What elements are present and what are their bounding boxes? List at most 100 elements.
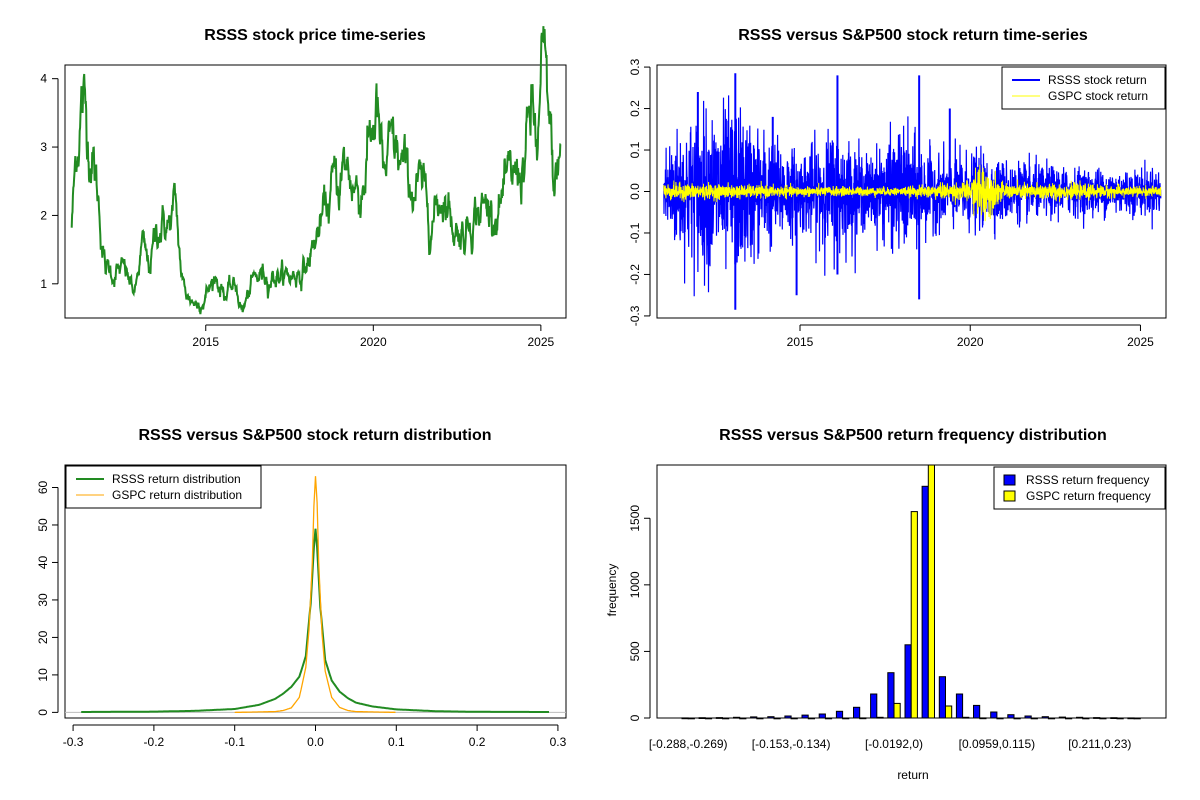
frequency-y-tick-label: 0 bbox=[628, 714, 642, 721]
density-y-tick-label: 20 bbox=[36, 630, 50, 644]
rsss-frequency-bar bbox=[870, 693, 878, 719]
returns-plot-frame bbox=[656, 64, 1167, 319]
density-legend-box bbox=[65, 465, 262, 509]
frequency-legend-swatch bbox=[1003, 474, 1016, 486]
rsss-frequency-bar bbox=[853, 706, 861, 719]
price-y-tick-label: 3 bbox=[40, 140, 47, 154]
frequency-x-tick-label: [-0.153,-0.134) bbox=[752, 737, 831, 751]
density-x-tick-label: 0.2 bbox=[469, 735, 486, 749]
gspc-frequency-bar bbox=[1116, 717, 1124, 720]
frequency-x-tick-label: [0.0959,0.115) bbox=[959, 737, 1036, 751]
rsss-frequency-bar bbox=[1041, 716, 1049, 719]
frequency-legend-label: RSSS return frequency bbox=[1026, 473, 1149, 487]
rsss-return-line bbox=[663, 95, 1162, 297]
price-y-tick-label: 4 bbox=[40, 72, 47, 86]
gspc-frequency-bar bbox=[824, 717, 833, 720]
gspc-frequency-bar bbox=[1030, 717, 1038, 720]
gspc-frequency-bar bbox=[876, 716, 884, 719]
rsss-frequency-bar bbox=[938, 676, 946, 719]
frequency-y-tick-label: 1000 bbox=[628, 571, 642, 598]
price-x-tick-label: 2025 bbox=[528, 335, 555, 349]
gspc-frequency-bar bbox=[893, 702, 901, 719]
frequency-legend-box bbox=[993, 466, 1166, 510]
gspc-frequency-bar bbox=[790, 717, 798, 720]
frequency-legend-swatch bbox=[1003, 490, 1016, 502]
rsss-frequency-bar bbox=[921, 485, 929, 719]
density-x-tick-label: 0.1 bbox=[388, 735, 405, 749]
density-legend-label: GSPC return distribution bbox=[112, 488, 242, 502]
density-y-tick-label: 60 bbox=[36, 480, 50, 494]
gspc-frequency-bar bbox=[859, 717, 867, 720]
returns-y-tick-label: 0.3 bbox=[628, 58, 642, 75]
gspc-density-line bbox=[234, 476, 396, 714]
rsss-frequency-bar bbox=[990, 711, 998, 719]
returns-chart-title: RSSS versus S&P500 stock return time-ser… bbox=[738, 27, 1088, 44]
rsss-frequency-bar bbox=[801, 714, 809, 719]
price-series-line bbox=[70, 26, 562, 315]
price-chart-title: RSSS stock price time-series bbox=[204, 27, 426, 44]
rsss-frequency-bar bbox=[835, 710, 844, 719]
rsss-frequency-bar bbox=[784, 715, 792, 719]
rsss-frequency-bar bbox=[750, 716, 758, 719]
returns-y-tick-label: -0.3 bbox=[628, 305, 642, 326]
gspc-frequency-bar bbox=[927, 464, 935, 719]
rsss-frequency-bar bbox=[1058, 716, 1067, 719]
gspc-frequency-bar bbox=[1133, 717, 1141, 720]
returns-y-tick-label: -0.1 bbox=[628, 222, 642, 243]
rsss-frequency-bar bbox=[715, 717, 723, 719]
gspc-frequency-bar bbox=[945, 705, 953, 719]
rsss-frequency-bar bbox=[1093, 717, 1101, 719]
price-chart: 2015 2020 2025 1 2 3 4 bbox=[40, 26, 567, 349]
rsss-frequency-bar bbox=[1007, 714, 1015, 719]
gspc-frequency-bar bbox=[910, 511, 918, 719]
rsss-frequency-bar bbox=[1127, 717, 1135, 720]
rsss-frequency-bar bbox=[681, 717, 689, 720]
rsss-frequency-bar bbox=[973, 704, 981, 719]
gspc-frequency-bar bbox=[1047, 717, 1056, 720]
rsss-frequency-bar bbox=[767, 716, 775, 719]
rsss-frequency-bar bbox=[733, 716, 741, 719]
gspc-frequency-bar bbox=[773, 717, 781, 720]
rsss-frequency-bar bbox=[1076, 716, 1084, 719]
density-x-tick-label: 0.0 bbox=[307, 735, 324, 749]
returns-x-tick-label: 2020 bbox=[957, 335, 984, 349]
density-y-tick-label: 50 bbox=[36, 518, 50, 532]
density-x-tick-label: -0.3 bbox=[63, 735, 84, 749]
gspc-frequency-bar bbox=[739, 717, 747, 720]
rsss-frequency-bar bbox=[904, 644, 912, 719]
returns-y-tick-label: 0.0 bbox=[628, 183, 642, 200]
density-x-tick-label: -0.1 bbox=[224, 735, 245, 749]
density-chart: -0.3 -0.2 -0.1 0.0 0.1 0.2 0.3 0 10 20 30 40 50 60 RSS… bbox=[36, 464, 567, 749]
density-x-tick-label: -0.2 bbox=[144, 735, 165, 749]
rsss-frequency-bar bbox=[818, 713, 826, 719]
returns-legend-label: GSPC stock return bbox=[1048, 89, 1148, 103]
gspc-frequency-bar bbox=[962, 716, 970, 719]
gspc-frequency-bar bbox=[722, 717, 730, 720]
density-chart-title: RSSS versus S&P500 stock return distribu… bbox=[139, 427, 492, 444]
price-x-tick-label: 2020 bbox=[360, 335, 387, 349]
gspc-frequency-bar bbox=[1065, 717, 1073, 720]
returns-legend-box bbox=[1001, 66, 1166, 110]
gspc-frequency-bar bbox=[1013, 717, 1021, 720]
price-y-tick-label: 1 bbox=[40, 277, 47, 291]
returns-legend-label: RSSS stock return bbox=[1048, 73, 1147, 87]
returns-y-tick-label: 0.1 bbox=[628, 141, 642, 158]
returns-timeseries-chart: 2015 2020 2025 -0.3 -0.2 -0.1 0.0 0.1 0.2 0.3 RSSS… bbox=[628, 58, 1167, 349]
frequency-y-tick-label: 1500 bbox=[628, 505, 642, 532]
returns-y-tick-label: 0.2 bbox=[628, 100, 642, 117]
gspc-frequency-bar bbox=[979, 717, 987, 720]
gspc-frequency-bar bbox=[842, 717, 850, 720]
rsss-frequency-bar bbox=[1024, 715, 1032, 719]
gspc-frequency-bar bbox=[1099, 717, 1107, 720]
frequency-x-tick-label: [-0.288,-0.269) bbox=[649, 737, 728, 751]
frequency-x-tick-label: [0.211,0.23) bbox=[1068, 737, 1131, 751]
gspc-frequency-bar bbox=[996, 717, 1004, 720]
frequency-chart: 0 500 1000 1500 [-0.288,-0.269) [-0.153,-0.13… bbox=[628, 464, 1167, 751]
rsss-frequency-bar bbox=[1110, 717, 1118, 720]
density-y-tick-label: 10 bbox=[36, 668, 50, 682]
frequency-chart-title: RSSS versus S&P500 return frequency dist… bbox=[719, 427, 1107, 444]
gspc-frequency-bar bbox=[756, 717, 764, 720]
density-y-tick-label: 0 bbox=[36, 709, 50, 716]
price-y-tick-label: 2 bbox=[40, 208, 47, 222]
returns-x-tick-label: 2015 bbox=[787, 335, 814, 349]
